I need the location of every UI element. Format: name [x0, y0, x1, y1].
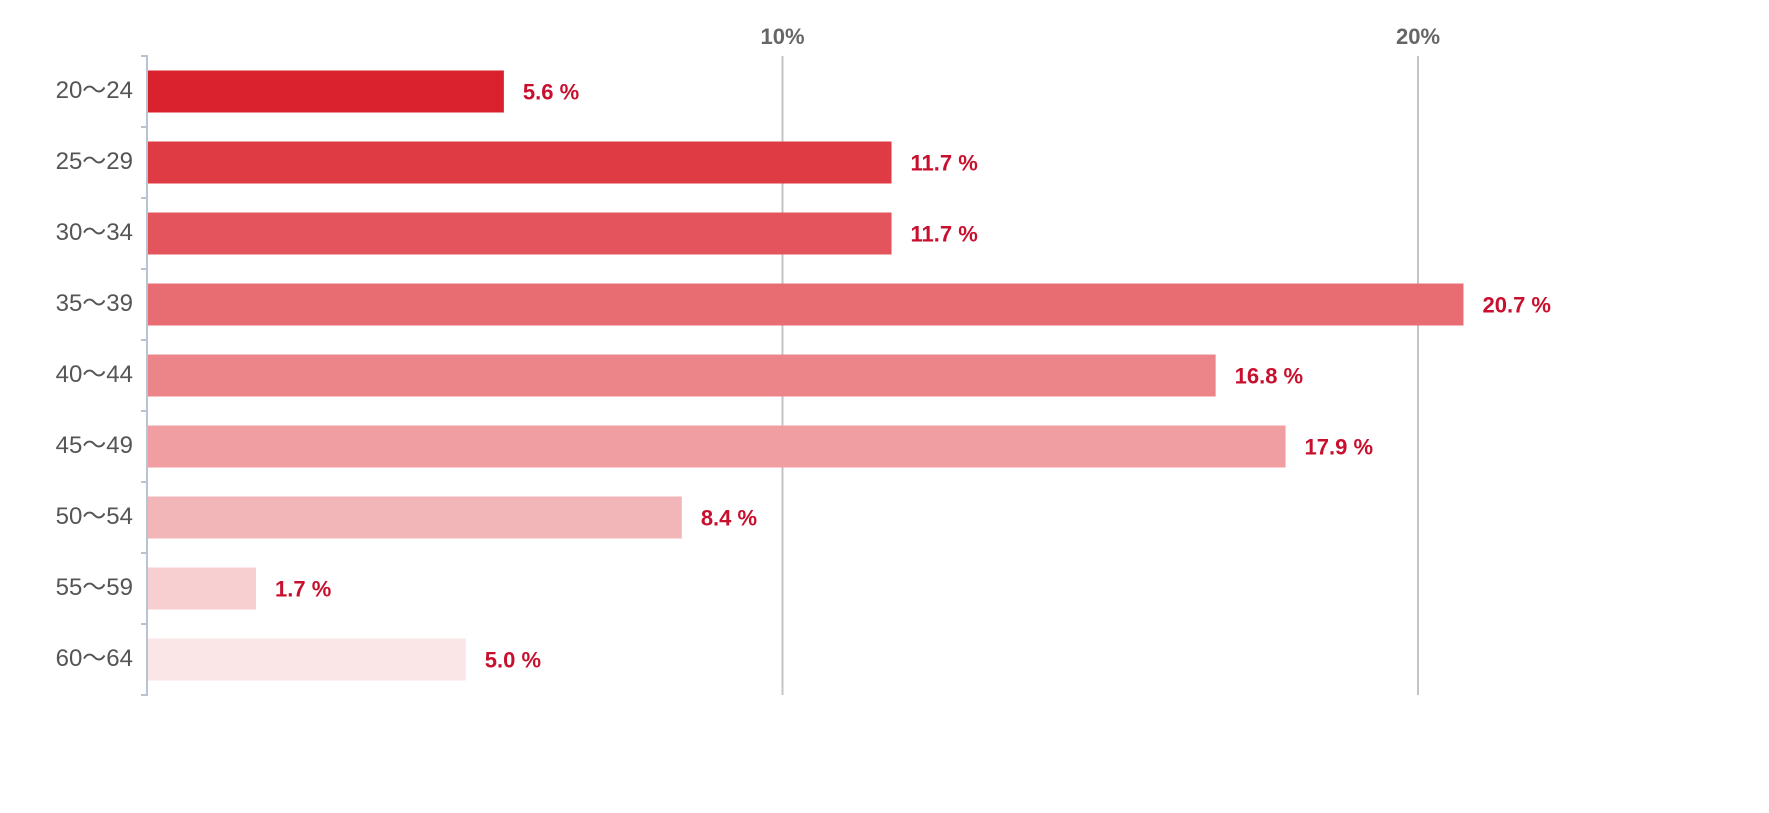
y-tick-label: 25〜29 [56, 148, 133, 175]
x-tick-label: 20% [1396, 24, 1440, 49]
y-tick-label: 30〜34 [56, 219, 133, 246]
bar [148, 354, 1216, 397]
bar [148, 283, 1464, 326]
y-tick-label: 35〜39 [56, 290, 133, 317]
bar [148, 496, 682, 539]
bar [148, 425, 1286, 468]
value-label: 20.7 % [1482, 292, 1551, 317]
bar [148, 212, 892, 255]
y-tick-label: 55〜59 [56, 574, 133, 601]
bar [148, 638, 466, 681]
y-tick-label: 50〜54 [56, 503, 133, 530]
y-tick-label: 45〜49 [56, 432, 133, 459]
value-label: 8.4 % [701, 505, 757, 530]
value-label: 1.7 % [275, 576, 331, 601]
y-tick-label: 20〜24 [56, 77, 133, 104]
y-tick-label: 60〜64 [56, 645, 133, 672]
value-label: 11.7 % [911, 221, 978, 246]
bar [148, 141, 892, 184]
value-label: 17.9 % [1305, 434, 1374, 459]
y-tick-label: 40〜44 [56, 361, 133, 388]
bar [148, 567, 257, 610]
bar [148, 70, 504, 113]
value-label: 5.0 % [485, 647, 541, 672]
value-label: 11.7 % [911, 150, 978, 175]
value-label: 16.8 % [1235, 363, 1304, 388]
value-label: 5.6 % [523, 79, 579, 104]
x-tick-label: 10% [760, 24, 804, 49]
